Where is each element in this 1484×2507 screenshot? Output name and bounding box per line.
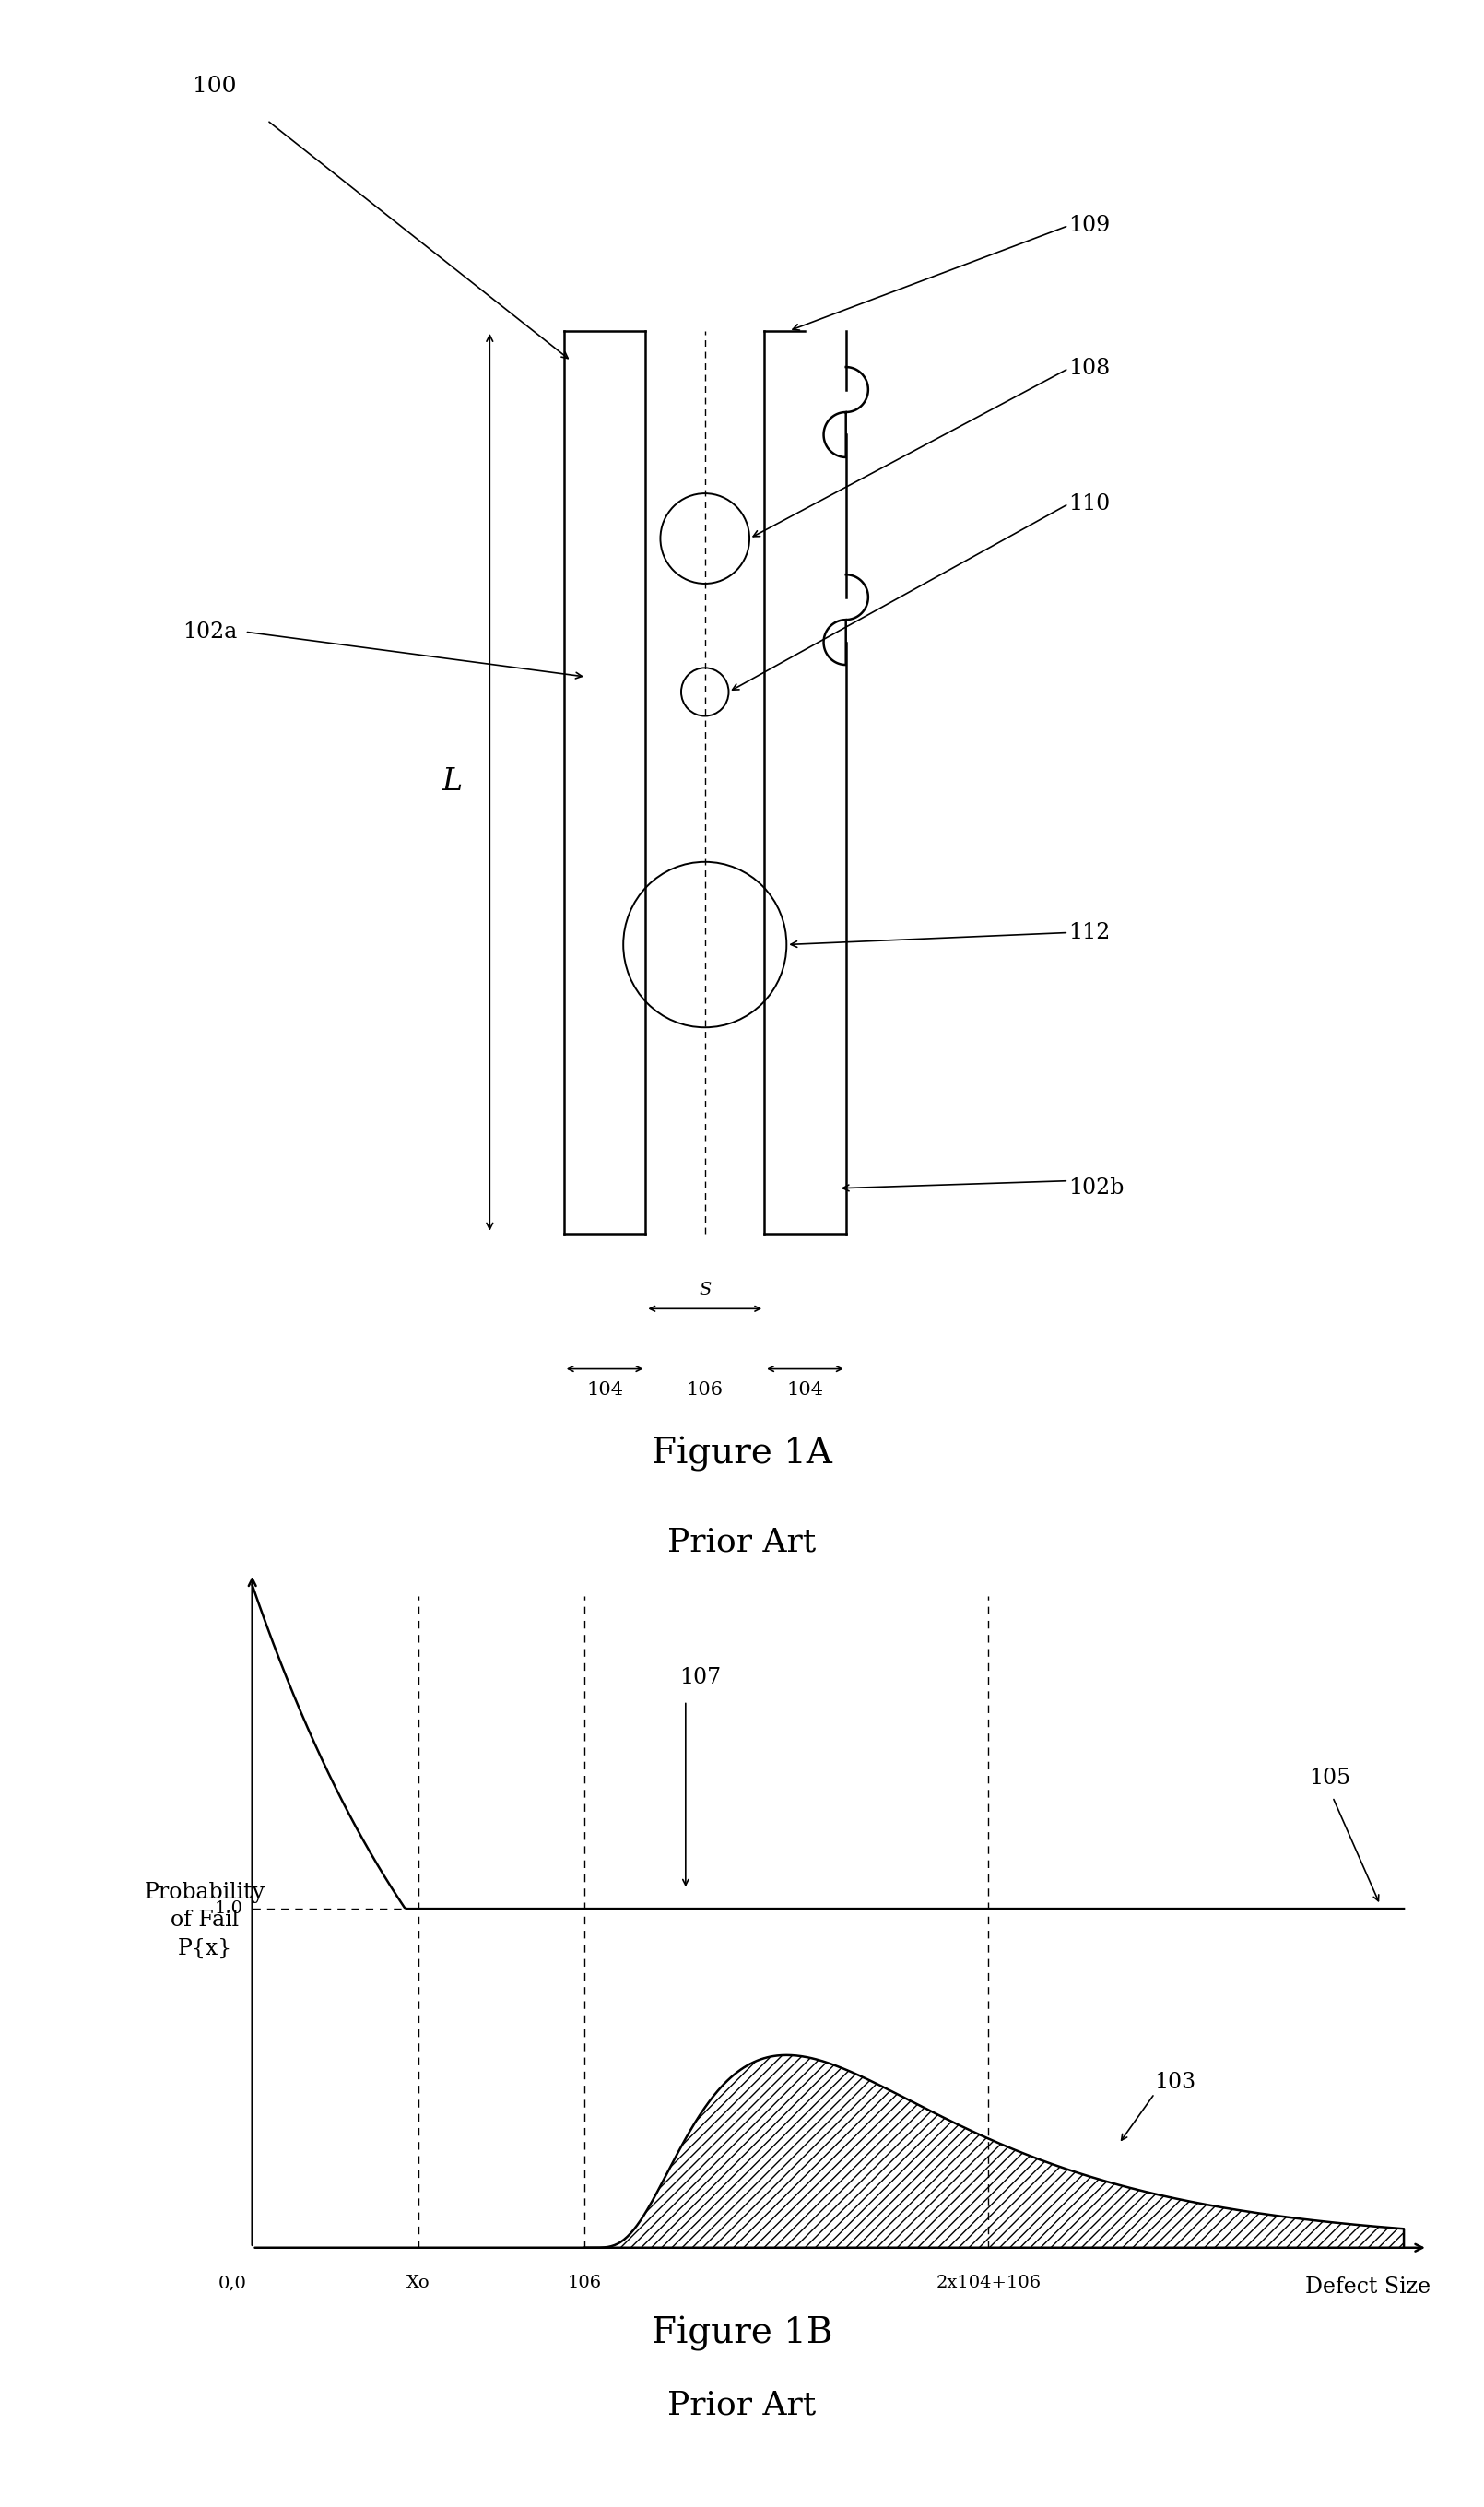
Text: 102a: 102a [183,622,237,642]
Text: 104: 104 [787,1381,824,1399]
Text: 110: 110 [1068,494,1110,514]
Text: 2x104+106: 2x104+106 [936,2274,1040,2291]
Text: Figure 1A: Figure 1A [651,1437,833,1472]
Text: Xo: Xo [407,2274,430,2291]
Text: S: S [699,1281,711,1299]
Text: 107: 107 [680,1667,721,1687]
Text: 112: 112 [1068,923,1110,943]
Text: 106: 106 [567,2274,603,2291]
Text: 103: 103 [1155,2071,1196,2093]
Text: 106: 106 [687,1381,723,1399]
Text: 0,0: 0,0 [218,2274,246,2291]
Text: Prior Art: Prior Art [668,2389,816,2422]
Text: 100: 100 [193,75,237,95]
Text: 105: 105 [1309,1767,1350,1787]
Text: Probability
of Fail
P{x}: Probability of Fail P{x} [144,1883,266,1958]
Polygon shape [585,2056,1404,2249]
Text: 109: 109 [1068,216,1110,236]
Text: Prior Art: Prior Art [668,1527,816,1559]
Text: Figure 1B: Figure 1B [651,2316,833,2352]
Text: 1.0: 1.0 [214,1900,243,1918]
Text: 102b: 102b [1068,1178,1125,1198]
Text: 104: 104 [586,1381,623,1399]
Text: L: L [442,767,463,797]
Text: 108: 108 [1068,359,1110,379]
Text: Defect Size: Defect Size [1306,2276,1431,2299]
